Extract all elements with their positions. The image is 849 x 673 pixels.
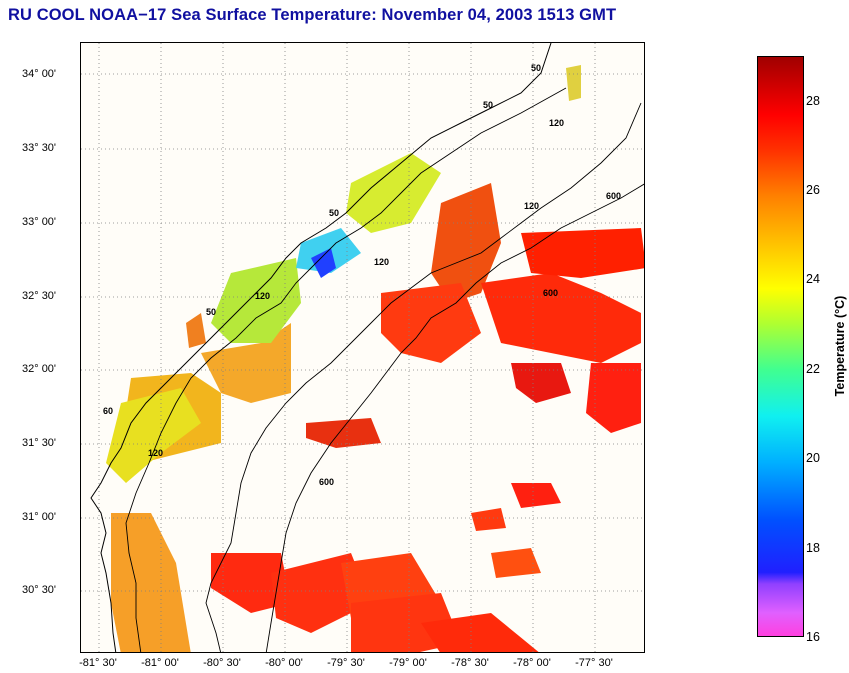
lon-label: -80° 30' — [203, 657, 241, 669]
isobath-label: 120 — [255, 291, 270, 301]
sst-map: 50 50 50 50 60 120 120 120 120 120 600 600 600 — [80, 42, 645, 653]
colorbar-tick: 20 — [806, 451, 820, 466]
colorbar-tick: 16 — [806, 630, 820, 644]
isobath-label: 120 — [549, 118, 564, 128]
lat-label: 32° 00' — [22, 363, 57, 375]
colorbar-tick: 24 — [806, 272, 820, 287]
lon-label: -80° 00' — [265, 657, 303, 669]
lon-label: -78° 00' — [513, 657, 551, 669]
lon-label: -79° 00' — [389, 657, 427, 669]
lat-label: 34° 00' — [22, 68, 57, 80]
lat-label: 31° 30' — [22, 437, 57, 449]
lon-label: -81° 30' — [79, 657, 117, 669]
isobath-label: 50 — [206, 307, 216, 317]
sst-map-canvas: 50 50 50 50 60 120 120 120 120 120 600 600 600 — [81, 43, 644, 652]
isobath-label: 120 — [374, 257, 389, 267]
lon-label: -78° 30' — [451, 657, 489, 669]
coastline — [90, 43, 552, 652]
isobath-50 — [125, 87, 567, 652]
colorbar-tick: 22 — [806, 361, 820, 376]
isobath-labels: 50 50 50 50 60 120 120 120 120 120 600 600 600 — [103, 63, 621, 487]
colorbar-tick: 18 — [806, 540, 820, 555]
lon-label: -79° 30' — [327, 657, 365, 669]
isobath-label: 600 — [606, 191, 621, 201]
isobath-120 — [205, 102, 642, 652]
lat-label: 33° 30' — [22, 142, 57, 154]
isobath-label: 50 — [483, 100, 493, 110]
isobath-label: 50 — [531, 63, 541, 73]
lat-label: 31° 00' — [22, 511, 57, 523]
temperature-colorbar — [757, 56, 804, 637]
lon-label: -81° 00' — [141, 657, 179, 669]
map-title: RU COOL NOAA−17 Sea Surface Temperature:… — [8, 6, 617, 24]
lat-label: 30° 30' — [22, 584, 57, 596]
isobath-label: 50 — [329, 208, 339, 218]
isobath-label: 120 — [524, 201, 539, 211]
isobath-label: 120 — [148, 448, 163, 458]
colorbar-tick: 26 — [806, 183, 820, 198]
lon-label: -77° 30' — [575, 657, 613, 669]
colorbar-tick: 28 — [806, 93, 820, 108]
isobath-label: 600 — [543, 288, 558, 298]
lat-label: 33° 00' — [22, 216, 57, 228]
isobath-label: 600 — [319, 477, 334, 487]
lat-label: 32° 30' — [22, 290, 57, 302]
isobath-label: 60 — [103, 406, 113, 416]
colorbar-label: Temperature (°C) — [833, 295, 847, 397]
sst-gulf-stream — [186, 183, 644, 652]
isobath-600 — [265, 183, 644, 652]
